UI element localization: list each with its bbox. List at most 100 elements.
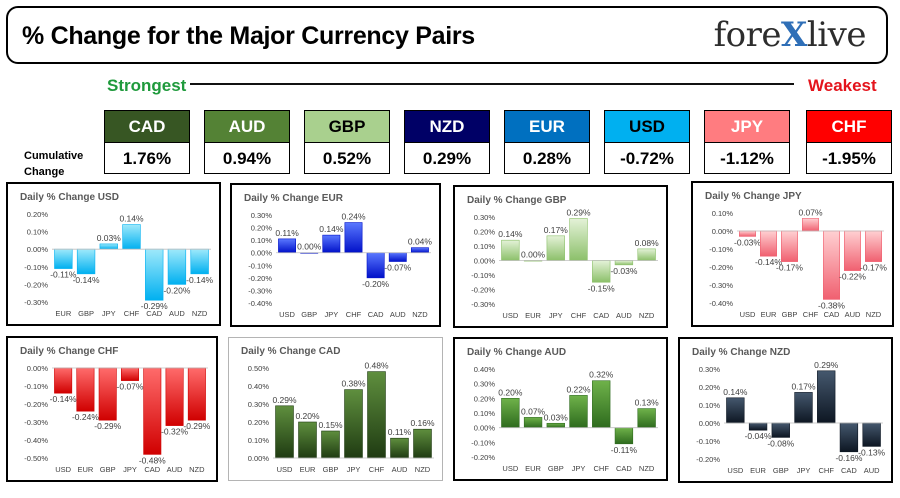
data-label: 0.48% [364, 361, 389, 371]
currency-box-aud: AUD 0.94% [204, 110, 290, 174]
x-tick-label: CAD [368, 310, 384, 319]
data-label: 0.20% [498, 387, 523, 397]
data-label: 0.17% [791, 381, 816, 391]
x-tick-label: JPY [797, 466, 811, 475]
x-tick-label: JPY [324, 310, 338, 319]
data-label: -0.22% [839, 272, 866, 282]
data-label: 0.29% [814, 360, 839, 370]
y-tick-label: 0.40% [248, 382, 270, 391]
data-label: 0.20% [295, 411, 320, 421]
bar-jpy [322, 234, 341, 254]
data-label: -0.38% [818, 300, 845, 310]
data-label: 0.14% [723, 387, 748, 397]
bar-nzd [637, 408, 656, 428]
bar-cad [366, 252, 385, 279]
currency-cumulative-value: 0.28% [522, 149, 572, 168]
bar-nzd [187, 367, 206, 421]
bar-chf [344, 222, 363, 254]
bar-gbp [76, 248, 96, 275]
bar-usd [739, 230, 756, 237]
data-label: 0.29% [272, 395, 297, 405]
data-label: -0.48% [139, 455, 166, 465]
x-tick-label: CHF [124, 309, 140, 318]
x-tick-label: CHF [819, 466, 835, 475]
bar-eur [760, 230, 777, 257]
daily-change-usd-chart: Daily % Change USD0.20%0.10%0.00%-0.10%-… [20, 192, 214, 318]
y-tick-label: 0.40% [474, 365, 496, 374]
y-tick-label: -0.20% [471, 286, 495, 295]
y-tick-label: -0.10% [24, 382, 48, 391]
data-label: -0.20% [163, 285, 190, 295]
data-label: -0.16% [835, 453, 862, 463]
y-tick-label: -0.20% [709, 263, 733, 272]
bar-cad [823, 230, 840, 300]
x-tick-label: EUR [78, 465, 94, 474]
currency-box-cad: CAD 1.76% [104, 110, 190, 174]
y-tick-label: 0.50% [248, 364, 270, 373]
x-tick-label: CAD [593, 311, 609, 320]
x-tick-label: USD [55, 465, 71, 474]
data-label: 0.07% [521, 406, 546, 416]
x-tick-label: EUR [300, 465, 316, 474]
chart-panel-gbp: Daily % Change GBP 0.30% 0.20% 0.10% 0.00% -0… [453, 185, 668, 328]
bar-aud [862, 422, 881, 447]
y-tick-label: -0.20% [24, 280, 48, 289]
x-tick-label: AUD [864, 466, 880, 475]
x-tick-label: CAD [824, 310, 840, 319]
y-tick-label: -0.40% [248, 299, 272, 308]
currency-box-eur: EUR 0.28% [504, 110, 590, 174]
y-tick-label: 0.00% [27, 245, 49, 254]
x-tick-label: NZD [189, 465, 205, 474]
y-tick-label: -0.20% [248, 274, 272, 283]
y-tick-label: 0.20% [474, 228, 496, 237]
currency-name: AUD [205, 111, 289, 143]
x-tick-label: NZD [639, 464, 655, 473]
bar-cad [614, 427, 634, 445]
chart-title: Daily % Change NZD [692, 347, 790, 358]
bar-gbp [321, 430, 340, 459]
x-tick-label: EUR [750, 466, 766, 475]
x-tick-label: GBP [301, 310, 317, 319]
data-label: 0.13% [635, 398, 660, 408]
x-tick-label: CHF [571, 311, 587, 320]
data-label: 0.24% [341, 212, 366, 222]
bar-chf [802, 218, 819, 232]
x-tick-label: CAD [144, 465, 160, 474]
y-tick-label: 0.30% [699, 365, 721, 374]
logo-text-right: live [806, 15, 867, 55]
chart-title: Daily % Change JPY [705, 191, 802, 202]
daily-change-gbp-chart: Daily % Change GBP 0.30% 0.20% 0.10% 0.00% -0… [467, 195, 659, 320]
bar-gbp [546, 422, 565, 428]
y-tick-label: 0.10% [27, 228, 49, 237]
x-tick-label: GBP [323, 465, 339, 474]
y-tick-label: 0.20% [699, 383, 721, 392]
y-tick-label: -0.40% [709, 299, 733, 308]
y-tick-label: -0.10% [248, 261, 272, 270]
data-label: -0.20% [362, 279, 389, 289]
bar-cad [592, 260, 611, 283]
daily-change-eur-chart: Daily % Change EUR 0.30% 0.20% 0.10% 0.00% -0… [244, 193, 432, 319]
y-tick-label: 0.00% [474, 257, 496, 266]
currency-box-usd: USD -0.72% [604, 110, 690, 174]
bar-chf [367, 371, 386, 459]
x-tick-label: JPY [549, 311, 563, 320]
bar-jpy [569, 395, 588, 428]
data-label: -0.08% [767, 438, 794, 448]
data-label: -0.14% [186, 275, 213, 285]
bar-cad [839, 422, 859, 453]
bar-jpy [344, 389, 363, 459]
chart-panel-usd: Daily % Change USD 0.20% 0.10% 0.00% -0.10% -… [6, 182, 221, 326]
x-tick-label: AUD [616, 311, 632, 320]
chart-title: Daily % Change GBP [467, 195, 567, 206]
x-tick-label: GBP [773, 466, 789, 475]
currency-box-nzd: NZD 0.29% [404, 110, 490, 174]
data-label: -0.32% [161, 427, 188, 437]
y-tick-label: 0.00% [699, 419, 721, 428]
bar-jpy [121, 367, 139, 381]
data-label: -0.07% [117, 382, 144, 392]
x-tick-label: EUR [525, 464, 541, 473]
x-tick-label: USD [279, 310, 295, 319]
y-tick-label: -0.20% [24, 400, 48, 409]
chart-title: Daily % Change USD [20, 192, 119, 203]
data-label: -0.11% [50, 270, 77, 280]
